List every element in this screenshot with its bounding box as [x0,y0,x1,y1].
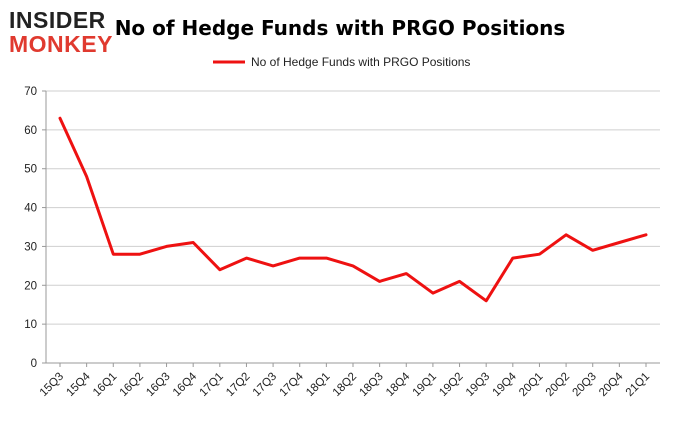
legend: No of Hedge Funds with PRGO Positions [213,55,470,69]
legend-label: No of Hedge Funds with PRGO Positions [251,55,470,69]
logo-line-1: INSIDER [9,7,106,33]
series [58,116,648,303]
x-tick-label: 17Q3 [251,371,279,399]
insider-monkey-logo: INSIDER MONKEY [9,7,113,57]
x-tick-label: 17Q1 [198,371,226,399]
x-tick-label: 16Q2 [118,371,146,399]
y-tick-label: 50 [24,164,37,176]
x-tick-label: 19Q2 [437,371,465,399]
y-tick-label: 10 [24,319,37,331]
x-tick-label: 15Q3 [38,371,66,399]
x-tick-label: 20Q3 [570,371,598,399]
series-line [58,116,648,303]
x-tick-label: 19Q4 [491,370,520,399]
x-tick-label: 18Q3 [357,371,385,399]
x-tick-label: 20Q2 [544,371,572,399]
x-tick-label: 17Q4 [277,370,306,399]
y-tick-label: 70 [24,86,37,98]
x-tick-label: 19Q1 [411,371,439,399]
x-tick-label: 15Q4 [64,370,93,399]
x-tick-label: 21Q1 [624,371,652,399]
grid [46,90,660,325]
axes [42,90,660,364]
y-tick-label: 60 [24,125,37,137]
chart-title: No of Hedge Funds with PRGO Positions [115,16,566,40]
y-axis-ticks: 0 10 20 30 40 50 60 70 [24,86,37,370]
x-tick-label: 18Q1 [304,371,332,399]
y-tick-label: 30 [24,241,37,253]
x-tick-label: 16Q3 [144,371,172,399]
x-tick-label: 16Q1 [91,371,119,399]
x-axis-ticks: 15Q315Q416Q116Q216Q316Q417Q117Q217Q317Q4… [38,363,652,399]
x-tick-label: 18Q2 [331,371,359,399]
y-tick-label: 20 [24,280,37,292]
y-tick-label: 40 [24,203,37,215]
x-tick-label: 20Q1 [517,371,545,399]
x-tick-label: 18Q4 [384,370,413,399]
logo-line-2: MONKEY [9,31,113,57]
x-tick-label: 16Q4 [171,370,200,399]
x-tick-label: 20Q4 [597,370,626,399]
x-tick-label: 17Q2 [224,371,252,399]
x-tick-label: 19Q3 [464,371,492,399]
y-tick-label: 0 [31,358,37,370]
